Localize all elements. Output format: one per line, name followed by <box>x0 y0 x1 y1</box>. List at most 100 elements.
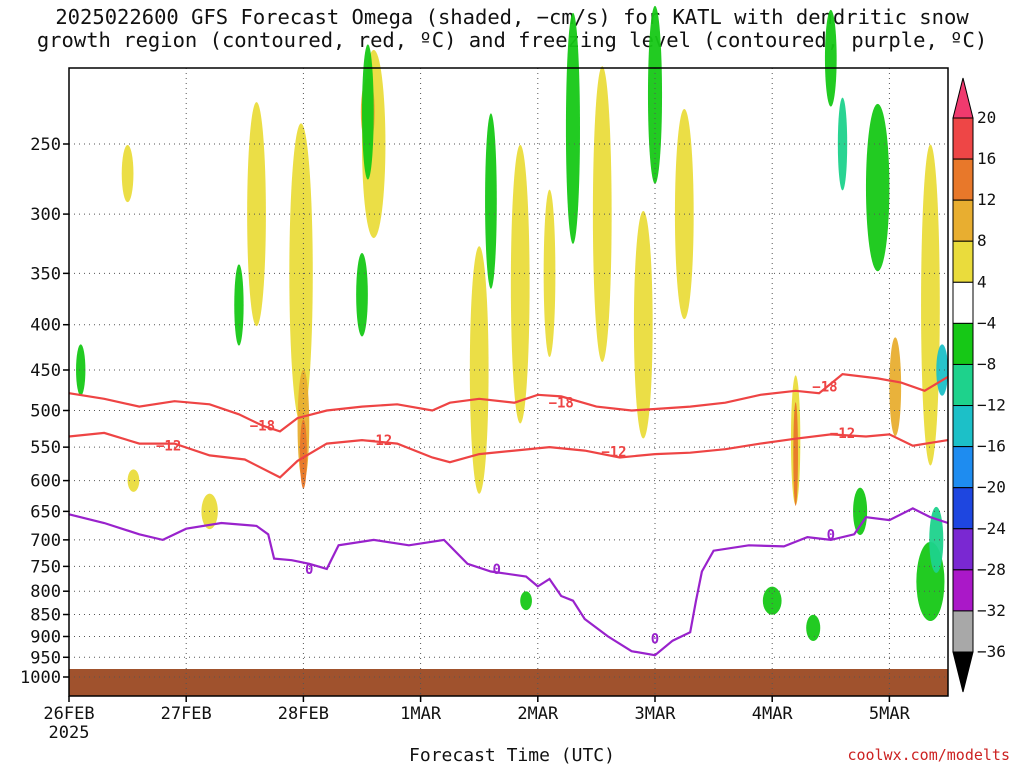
contour-label: 0 <box>651 632 659 648</box>
colorbar-label: 4 <box>977 272 987 291</box>
omega-blob <box>853 487 868 536</box>
colorbar-band <box>952 610 974 653</box>
contour-label: −12 <box>156 439 181 455</box>
omega-blob <box>762 586 782 615</box>
chart-title: 2025022600 GFS Forecast Omega (shaded, −… <box>0 6 1024 52</box>
y-tick-label: 750 <box>30 557 61 577</box>
x-tick-label: 4MAR <box>752 704 794 724</box>
contour-freezing <box>68 507 949 657</box>
x-tick-label: 26FEB <box>43 704 94 724</box>
y-tick-label: 350 <box>30 264 61 284</box>
colorbar-label: −20 <box>977 478 1006 497</box>
colorbar-label: 16 <box>977 149 996 168</box>
omega-blob <box>592 66 612 362</box>
colorbar-label: 12 <box>977 190 996 209</box>
contour-label: −12 <box>367 433 392 449</box>
colorbar-label: −4 <box>977 313 996 332</box>
y-tick-label: 900 <box>30 627 61 647</box>
omega-blob <box>362 44 374 180</box>
omega-blob <box>921 144 940 466</box>
y-tick-label: 950 <box>30 648 61 668</box>
omega-shading <box>76 5 948 641</box>
y-tick-label: 400 <box>30 316 61 336</box>
omega-blob <box>356 253 368 337</box>
omega-blob <box>234 264 244 346</box>
omega-blob <box>824 9 837 107</box>
contour-label: −18 <box>549 396 574 412</box>
omega-blob <box>510 144 530 424</box>
x-tick-label: 1MAR <box>400 704 442 724</box>
contour-label: −12 <box>830 426 855 442</box>
contour-label: 0 <box>493 562 501 578</box>
colorbar-band <box>952 487 974 530</box>
x-year-label: 2025 <box>49 723 90 743</box>
omega-blob <box>837 97 848 191</box>
colorbar-band <box>952 528 974 571</box>
omega-blob <box>289 123 313 424</box>
omega-blob <box>247 102 266 327</box>
omega-blob <box>929 506 944 573</box>
colorbar-label: 20 <box>977 108 996 127</box>
x-tick-label: 28FEB <box>278 704 329 724</box>
colorbar-band <box>952 569 974 612</box>
y-tick-label: 600 <box>30 472 61 492</box>
omega-blob <box>865 103 890 272</box>
colorbar-band <box>952 281 974 324</box>
colorbar-label: −24 <box>977 519 1006 538</box>
colorbar-label: −8 <box>977 354 996 373</box>
y-tick-label: 1000 <box>20 668 61 688</box>
y-tick-label: 700 <box>30 531 61 551</box>
omega-blob <box>647 5 663 184</box>
x-tick-label: 5MAR <box>869 704 911 724</box>
omega-blob <box>806 614 821 641</box>
colorbar-band <box>952 117 974 160</box>
x-tick-label: 2MAR <box>517 704 559 724</box>
colorbar-band <box>952 240 974 283</box>
colorbar-label: −32 <box>977 601 1006 620</box>
omega-blob <box>121 145 134 203</box>
y-tick-label: 800 <box>30 582 61 602</box>
omega-blob <box>520 591 532 611</box>
x-tick-label: 3MAR <box>635 704 677 724</box>
contour-label: −12 <box>601 444 626 460</box>
contour-dgz <box>68 373 949 433</box>
omega-blob <box>889 337 902 437</box>
title-line-1: 2025022600 GFS Forecast Omega (shaded, −… <box>55 5 969 29</box>
colorbar: 20 16 12 8 4 −4 −8 −12 −16 −20 −24 −28 −32 −36 <box>952 77 1006 693</box>
colorbar-bottom-arrow <box>952 651 974 693</box>
colorbar-label: −36 <box>977 642 1006 661</box>
credit-link[interactable]: coolwx.com/modelts <box>847 746 1010 764</box>
y-tick-label: 250 <box>30 135 61 155</box>
y-tick-label: 300 <box>30 205 61 225</box>
contour-label: −18 <box>812 380 837 396</box>
omega-blob <box>485 113 497 289</box>
y-tick-label: 650 <box>30 502 61 522</box>
colorbar-band <box>952 158 974 201</box>
contour-label: 0 <box>305 562 313 578</box>
omega-blob <box>936 344 948 396</box>
x-axis-title: Forecast Time (UTC) <box>409 745 615 766</box>
y-tick-label: 850 <box>30 606 61 626</box>
colorbar-band <box>952 446 974 489</box>
omega-blob <box>299 419 307 489</box>
plot-frame <box>68 67 949 697</box>
colorbar-label: −28 <box>977 560 1006 579</box>
colorbar-band <box>952 363 974 407</box>
omega-blob <box>127 469 140 492</box>
colorbar-label: −12 <box>977 396 1006 415</box>
y-tick-label: 500 <box>30 402 61 422</box>
contour-lines: −18 −18 −18 −12 −12 −12 −12 0 0 0 0 <box>68 373 949 657</box>
omega-blob <box>76 344 86 396</box>
omega-blob <box>793 402 798 506</box>
colorbar-top-arrow <box>952 77 974 119</box>
y-tick-label: 550 <box>30 438 61 458</box>
colorbar-label: 8 <box>977 231 987 250</box>
contour-dgz <box>68 431 949 479</box>
colorbar-label: −16 <box>977 437 1006 456</box>
colorbar-band <box>952 199 974 242</box>
omega-blob <box>633 210 653 439</box>
contour-label: −18 <box>250 419 275 435</box>
contour-label: 0 <box>827 527 835 543</box>
